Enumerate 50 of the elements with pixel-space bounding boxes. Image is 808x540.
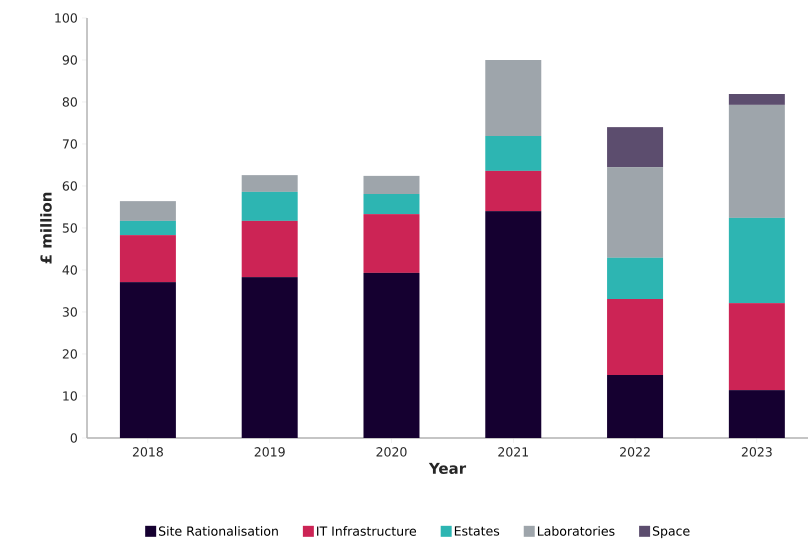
y-tick-label: 10 [63, 391, 77, 401]
bar [120, 282, 176, 438]
y-tick-label: 80 [62, 97, 77, 107]
bar [242, 277, 298, 438]
bar [242, 175, 298, 192]
legend-label: Estates [454, 526, 500, 536]
bar [607, 167, 664, 258]
bar [363, 272, 420, 438]
legend-label: Site Rationalisation [158, 526, 278, 536]
legend-label: Space [652, 526, 690, 538]
x-axis-title: Year [428, 462, 466, 474]
y-tick-label: 90 [62, 55, 77, 65]
bar [120, 201, 176, 221]
y-tick-label: 100 [55, 13, 77, 23]
bar [242, 192, 298, 221]
bar [485, 211, 542, 438]
y-tick-label: 70 [62, 139, 77, 149]
bar [607, 258, 664, 299]
bar [607, 298, 664, 375]
x-tick-label: 2019 [254, 447, 285, 457]
bar [485, 170, 542, 212]
bar [363, 214, 420, 273]
bar [363, 194, 420, 214]
bar [607, 127, 664, 168]
bar [728, 94, 785, 105]
legend-label: IT Infrastructure [317, 526, 416, 536]
bar [728, 303, 785, 390]
bar [242, 220, 298, 278]
bar [728, 104, 785, 218]
x-tick-label: 2021 [498, 447, 528, 457]
y-tick-label: 30 [62, 307, 77, 317]
bar [485, 136, 542, 171]
x-tick-label: 2020 [376, 447, 407, 457]
y-tick-label: 0 [70, 433, 77, 443]
legend-label: Laboratories [538, 526, 614, 536]
bar [120, 235, 176, 282]
y-tick-label: 20 [62, 349, 77, 359]
bar [363, 176, 420, 194]
y-tick-label: 50 [62, 223, 77, 233]
bar [728, 218, 785, 304]
bar [120, 220, 176, 236]
y-tick-label: 60 [62, 181, 77, 191]
bar [485, 60, 542, 136]
y-tick-label: 40 [62, 265, 77, 275]
x-tick-label: 2018 [132, 447, 163, 457]
y-axis-title: £ million [40, 192, 52, 264]
x-tick-label: 2022 [620, 447, 650, 457]
bar [607, 374, 664, 438]
bar [728, 390, 785, 438]
x-tick-label: 2023 [742, 447, 772, 457]
